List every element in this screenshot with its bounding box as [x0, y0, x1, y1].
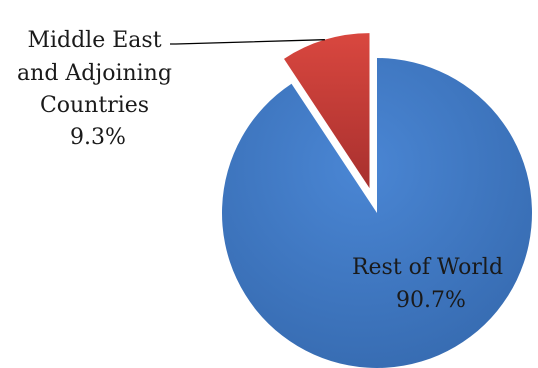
middle-east-percent: 9.3% — [70, 125, 126, 150]
middle-east-label: Middle East and Adjoining Countries 9.3% — [17, 28, 179, 150]
rest-of-world-percent: 90.7% — [396, 288, 466, 313]
rest-of-world-label-line-1: Rest of World — [352, 255, 503, 280]
rest-of-world-label: Rest of World 90.7% — [352, 255, 510, 313]
middle-east-label-line-2: and Adjoining — [17, 61, 172, 86]
middle-east-label-line-1: Middle East — [27, 28, 161, 53]
leader-line — [170, 39, 325, 45]
middle-east-label-line-3: Countries — [40, 93, 149, 118]
pie-slice-rest-of-world — [222, 58, 533, 368]
pie-slice-middle-east — [284, 33, 370, 189]
